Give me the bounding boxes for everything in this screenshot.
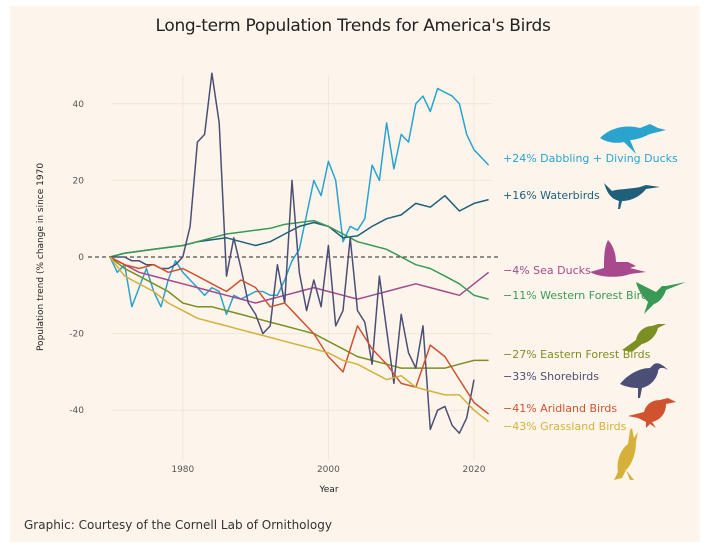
series-lines (109, 72, 490, 434)
y-tick-label: -20 (69, 330, 84, 340)
legend-label-shorebirds: −33% Shorebirds (503, 370, 599, 383)
legend-label-aridland-birds: −41% Aridland Birds (503, 402, 617, 415)
y-axis-ticks: 40 20 0 -20 -40 (69, 100, 84, 416)
legend-label-grassland-birds: −43% Grassland Birds (503, 420, 627, 433)
series-line-shorebirds (110, 72, 475, 434)
flying-duck-icon (600, 124, 666, 154)
y-tick-label: 40 (73, 100, 85, 110)
bird-icons (590, 124, 686, 480)
credit-text: Graphic: Courtesy of the Cornell Lab of … (24, 518, 332, 532)
y-axis-label: Population trend (% change in since 1970 (36, 163, 46, 351)
hummingbird-icon (636, 282, 686, 314)
legend-label-waterbirds: +16% Waterbirds (503, 189, 600, 202)
x-tick-label: 2020 (463, 465, 486, 475)
y-tick-label: -40 (69, 406, 84, 416)
legend-label-sea-ducks: −4% Sea Ducks (503, 264, 591, 277)
x-axis-ticks: 1980 2000 2020 (171, 465, 485, 475)
sea-duck-icon (590, 240, 646, 277)
songbird-icon (622, 324, 666, 352)
x-tick-label: 2000 (317, 465, 340, 475)
legend-label-western-forest-birds: −11% Western Forest Birds (503, 289, 654, 302)
y-tick-label: 0 (78, 253, 84, 263)
legend-label-eastern-forest-birds: −27% Eastern Forest Birds (503, 348, 651, 361)
y-tick-label: 20 (73, 176, 85, 186)
series-line-western-forest-birds (109, 219, 489, 300)
legend: +24% Dabbling + Diving Ducks +16% Waterbi… (503, 152, 678, 433)
chart-panel (10, 6, 700, 542)
meadowlark-icon (614, 428, 638, 480)
heron-icon (604, 183, 660, 209)
wren-icon (628, 398, 676, 428)
series-line-dabbling-diving-ducks (109, 87, 490, 316)
x-tick-label: 1980 (171, 465, 194, 475)
x-axis-label: Year (318, 485, 338, 495)
series-line-aridland-birds (109, 256, 490, 415)
chart-title: Long-term Population Trends for America'… (155, 16, 551, 36)
series-line-grassland-birds (109, 256, 490, 423)
legend-label-dabbling-diving-ducks: +24% Dabbling + Diving Ducks (503, 152, 678, 165)
curlew-icon (620, 363, 668, 398)
series-line-sea-ducks (109, 256, 490, 304)
